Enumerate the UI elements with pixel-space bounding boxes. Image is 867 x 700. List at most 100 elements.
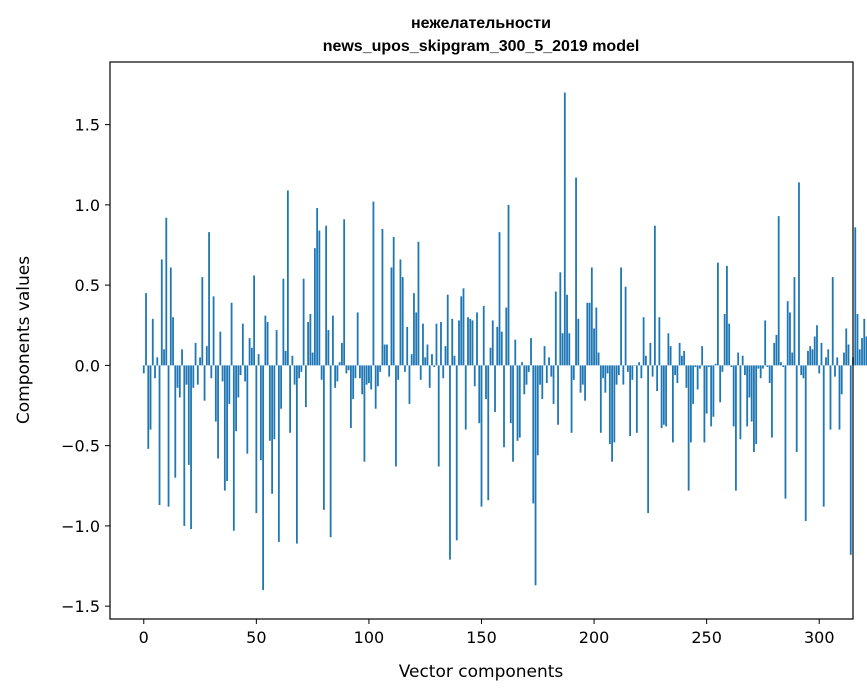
bar-225 bbox=[649, 343, 651, 365]
bar-304 bbox=[827, 349, 829, 365]
bar-98 bbox=[364, 365, 366, 461]
bar-208 bbox=[611, 365, 613, 461]
bar-84 bbox=[332, 316, 334, 366]
bar-161 bbox=[505, 308, 507, 366]
bar-171 bbox=[528, 365, 530, 371]
bar-147 bbox=[474, 365, 476, 386]
bar-36 bbox=[224, 365, 226, 490]
bar-142 bbox=[463, 288, 465, 365]
bar-173 bbox=[532, 365, 534, 503]
bar-226 bbox=[652, 365, 654, 376]
bar-57 bbox=[271, 365, 273, 493]
bar-95 bbox=[357, 312, 359, 365]
bar-27 bbox=[204, 365, 206, 400]
y-tick-label: 0.0 bbox=[75, 356, 100, 375]
chart-title-line-2: news_upos_skipgram_300_5_2019 model bbox=[323, 38, 640, 55]
bar-38 bbox=[228, 365, 230, 404]
bar-48 bbox=[251, 348, 253, 366]
bar-313 bbox=[848, 345, 850, 366]
bar-265 bbox=[740, 365, 742, 439]
bar-105 bbox=[379, 365, 381, 371]
bar-87 bbox=[339, 362, 341, 365]
bar-58 bbox=[273, 365, 275, 439]
bar-34 bbox=[219, 332, 221, 366]
bar-292 bbox=[800, 365, 802, 375]
bar-201 bbox=[595, 308, 597, 366]
bar-206 bbox=[607, 365, 609, 373]
bar-191 bbox=[573, 365, 575, 379]
bar-131 bbox=[438, 365, 440, 466]
bar-104 bbox=[377, 365, 379, 386]
bar-25 bbox=[199, 357, 201, 365]
bar-221 bbox=[640, 365, 642, 378]
bar-196 bbox=[584, 365, 586, 400]
bar-152 bbox=[485, 365, 487, 399]
bar-44 bbox=[242, 324, 244, 366]
y-axis-label: Components values bbox=[14, 256, 34, 424]
bar-236 bbox=[674, 365, 676, 375]
bar-234 bbox=[670, 346, 672, 365]
bar-40 bbox=[233, 365, 235, 530]
bar-310 bbox=[841, 365, 843, 394]
bar-68 bbox=[296, 365, 298, 543]
bar-282 bbox=[778, 216, 780, 365]
bar-227 bbox=[654, 226, 656, 366]
bar-249 bbox=[704, 365, 706, 442]
y-tick-label: −1.5 bbox=[61, 597, 100, 616]
bar-188 bbox=[566, 295, 568, 366]
bar-71 bbox=[303, 279, 305, 366]
bar-272 bbox=[755, 365, 757, 444]
bar-231 bbox=[663, 365, 665, 424]
bar-182 bbox=[553, 365, 555, 404]
bar-22 bbox=[192, 365, 194, 387]
bar-63 bbox=[285, 351, 287, 365]
bar-13 bbox=[172, 317, 174, 365]
bar-285 bbox=[785, 365, 787, 498]
bar-31 bbox=[213, 296, 215, 365]
bar-215 bbox=[627, 365, 629, 371]
bar-279 bbox=[771, 365, 773, 437]
bar-30 bbox=[210, 365, 212, 378]
bar-101 bbox=[370, 365, 372, 389]
bar-90 bbox=[346, 365, 348, 373]
bar-28 bbox=[206, 346, 208, 365]
bar-56 bbox=[269, 365, 271, 440]
x-axis-label: Vector components bbox=[399, 662, 564, 682]
bar-9 bbox=[163, 349, 165, 365]
bar-264 bbox=[737, 353, 739, 366]
bar-308 bbox=[836, 357, 838, 365]
bar-127 bbox=[429, 365, 431, 387]
bar-14 bbox=[174, 365, 176, 477]
bar-169 bbox=[523, 365, 525, 394]
bar-130 bbox=[436, 324, 438, 366]
x-tick-label: 200 bbox=[579, 628, 610, 647]
bar-320 bbox=[863, 319, 865, 366]
bar-217 bbox=[631, 365, 633, 379]
bar-250 bbox=[706, 365, 708, 413]
bar-287 bbox=[789, 312, 791, 365]
bar-88 bbox=[341, 343, 343, 365]
bar-82 bbox=[328, 330, 330, 365]
bar-277 bbox=[767, 365, 769, 367]
bar-289 bbox=[794, 277, 796, 365]
bar-65 bbox=[289, 365, 291, 432]
bar-49 bbox=[253, 275, 255, 365]
bar-12 bbox=[170, 267, 172, 365]
bar-117 bbox=[406, 327, 408, 366]
bar-118 bbox=[409, 365, 411, 404]
bar-140 bbox=[458, 320, 460, 365]
bar-181 bbox=[550, 365, 552, 376]
bar-179 bbox=[546, 365, 548, 383]
bar-83 bbox=[330, 365, 332, 537]
bar-223 bbox=[645, 356, 647, 366]
bar-222 bbox=[643, 317, 645, 365]
bar-126 bbox=[427, 345, 429, 366]
bar-16 bbox=[179, 365, 181, 397]
bar-278 bbox=[769, 365, 771, 383]
bar-55 bbox=[267, 322, 269, 365]
bar-232 bbox=[665, 365, 667, 426]
bar-193 bbox=[577, 319, 579, 366]
bar-146 bbox=[472, 320, 474, 365]
bar-103 bbox=[375, 365, 377, 408]
bar-273 bbox=[758, 365, 760, 368]
